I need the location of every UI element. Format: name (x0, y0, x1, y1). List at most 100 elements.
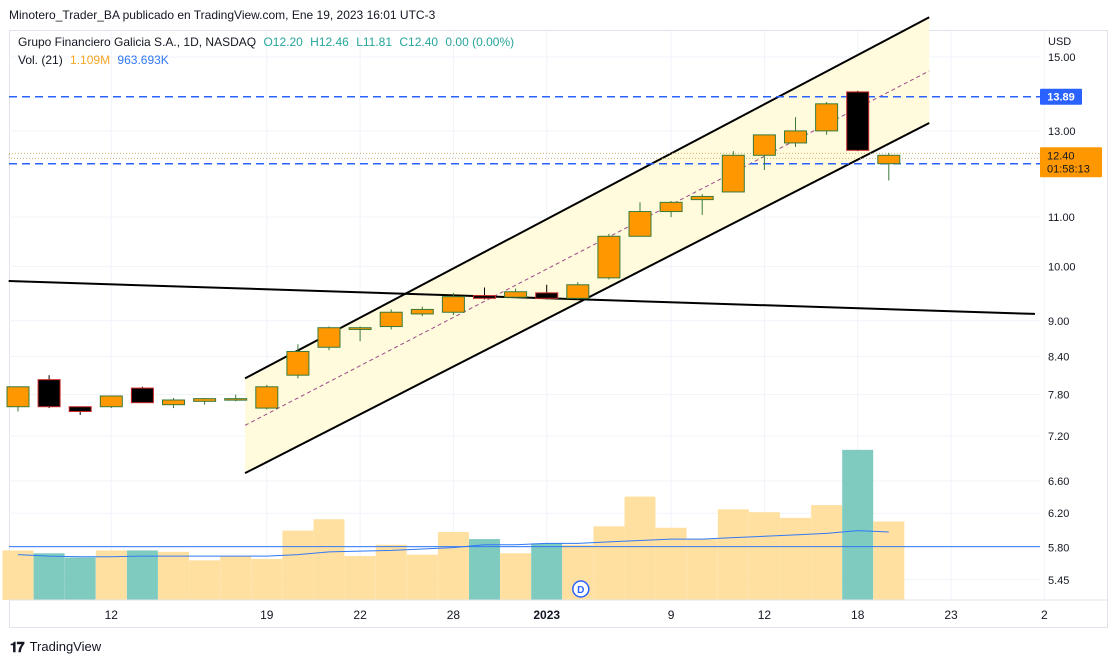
low-value: L11.81 (356, 35, 393, 49)
symbol-legend: Grupo Financiero Galicia S.A., 1D, NASDA… (18, 35, 514, 49)
candle (473, 287, 496, 300)
open-value: O12.20 (263, 35, 303, 49)
candle-body (317, 327, 341, 348)
volume-bar (406, 554, 438, 600)
candle (784, 117, 807, 148)
volume-label[interactable]: Vol. (21) (18, 53, 63, 67)
tradingview-logo-icon: 𝟏𝟕 (10, 639, 25, 655)
candle (317, 326, 341, 351)
time-tick-label: 2023 (533, 608, 560, 622)
last-price-label: 12.40 (1047, 150, 1075, 162)
candle (815, 101, 839, 135)
price-tick-label: 15.00 (1048, 52, 1076, 64)
time-tick-label: 23 (944, 608, 958, 622)
last-price-line (8, 152, 1041, 159)
volume-bar (531, 543, 563, 600)
footer-brand[interactable]: 𝟏𝟕 TradingView (10, 636, 101, 658)
publish-info: Minotero_Trader_BA publicado en TradingV… (9, 8, 436, 22)
symbol-name[interactable]: Grupo Financiero Galicia S.A., 1D, NASDA… (18, 35, 257, 49)
candle (535, 284, 559, 300)
last-price-badge (1040, 147, 1102, 178)
volume-bar (375, 544, 407, 600)
candle (504, 288, 528, 299)
volume-bar (344, 556, 376, 600)
candle-body (877, 154, 901, 165)
time-tick-label: 28 (447, 608, 461, 622)
countdown-timer: 01:58:13 (1047, 163, 1090, 175)
volume-bar (873, 521, 905, 600)
candle (441, 292, 465, 316)
candle-body (659, 201, 683, 213)
volume-bar (500, 553, 532, 600)
candle (224, 394, 248, 402)
volume-bar (126, 550, 158, 600)
price-tick-label: 6.20 (1048, 508, 1069, 520)
candle-body (6, 386, 30, 408)
trend-channel (8, 16, 1036, 475)
candle (877, 152, 901, 181)
volume-bar (717, 509, 749, 600)
event-markers: D (572, 580, 590, 598)
high-value: H12.46 (310, 35, 349, 49)
price-tick-label: 6.60 (1048, 476, 1069, 488)
price-tick-label: 10.00 (1048, 261, 1076, 273)
candle-body (628, 211, 652, 237)
candle-body (566, 284, 590, 299)
candle (348, 326, 372, 342)
volume-ma-line (17, 530, 889, 558)
candle-body (597, 235, 621, 279)
volume-bar (593, 526, 625, 600)
candle (255, 384, 279, 410)
volume-ma-line (9, 530, 1040, 558)
volume-bar (811, 505, 843, 600)
candle-body (784, 130, 807, 144)
candle-body (193, 398, 217, 402)
candle (752, 134, 776, 171)
channel-mid-line (244, 70, 930, 426)
volume-ma-value: 963.693K (117, 53, 169, 67)
volume-bar (624, 496, 656, 600)
volume-bar (686, 539, 718, 600)
candle-body (162, 399, 185, 406)
candle-body (286, 351, 310, 376)
price-level-badge-label: 13.89 (1047, 92, 1075, 104)
candle (37, 375, 61, 409)
candle (379, 309, 403, 330)
chart-frame (9, 30, 1108, 628)
candle (721, 151, 745, 193)
candle-body (37, 379, 61, 408)
volume-bar (189, 560, 221, 600)
volume-legend: Vol. (21) 1.109M 963.693K (18, 53, 169, 67)
dividend-marker-label: D (577, 585, 584, 596)
close-value: C12.40 (399, 35, 439, 49)
volume-bar (748, 512, 780, 600)
price-tick-label: 13.00 (1048, 126, 1076, 138)
candle-body (99, 395, 123, 408)
volume-bar (842, 449, 874, 600)
price-tick-label: 7.20 (1048, 431, 1069, 443)
time-tick-label: 12 (105, 608, 119, 622)
channel-upper-line (244, 16, 930, 380)
candle (193, 397, 217, 405)
candle (597, 233, 621, 280)
dividend-marker-circle (572, 580, 590, 598)
candle (410, 306, 434, 317)
candle-body (255, 386, 279, 409)
candle (846, 90, 870, 152)
volume-bar (469, 539, 500, 600)
candle-body (224, 398, 248, 401)
time-tick-label: 18 (851, 608, 865, 622)
price-tick-label: 8.40 (1048, 351, 1069, 363)
price-tick-label: 5.45 (1048, 575, 1069, 587)
candle (286, 344, 310, 379)
volume-bar (282, 530, 314, 600)
price-tick-label: 7.80 (1048, 390, 1069, 402)
time-tick-label: 12 (758, 608, 772, 622)
candle-body (504, 291, 528, 298)
candle (566, 282, 590, 300)
brand-name: TradingView (29, 639, 102, 654)
candle (628, 202, 652, 237)
candle-body (815, 103, 839, 132)
volume-bar (313, 519, 345, 600)
